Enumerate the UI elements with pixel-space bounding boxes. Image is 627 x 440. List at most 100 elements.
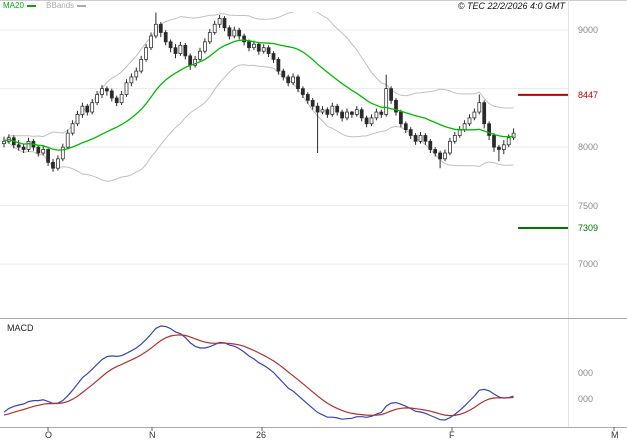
candle-body — [227, 27, 232, 37]
candle-body — [144, 47, 148, 60]
candle-body — [188, 55, 193, 66]
candle-body — [193, 59, 197, 66]
candle-body — [237, 29, 242, 37]
candle-body — [296, 76, 300, 90]
candle-body — [232, 29, 237, 37]
candle-body — [438, 152, 442, 160]
candle-body — [41, 149, 46, 154]
candle-body — [95, 94, 99, 104]
candle-body — [149, 35, 153, 49]
candle-body — [301, 88, 305, 95]
candle-body — [462, 123, 467, 130]
candle-body — [114, 97, 119, 104]
candle-body — [472, 111, 477, 119]
candle-body — [330, 105, 335, 115]
candle-body — [315, 105, 320, 113]
candle-body — [129, 76, 134, 84]
candle-body — [506, 137, 511, 146]
candle-body — [305, 94, 310, 101]
candle-body — [443, 152, 447, 160]
candle-body — [154, 23, 158, 37]
candle-body — [247, 41, 251, 49]
candle-body — [56, 158, 60, 169]
candle-body — [325, 109, 330, 115]
candle-body — [369, 117, 374, 125]
candle-body — [487, 123, 491, 136]
candle-body — [90, 102, 95, 113]
candle-body — [203, 41, 207, 52]
candle-body — [354, 109, 359, 115]
candle-body — [60, 146, 65, 160]
candle-body — [173, 47, 178, 54]
candle-body — [384, 88, 389, 115]
candle-body — [109, 90, 114, 99]
candle-body — [492, 135, 496, 148]
candle-body — [364, 117, 369, 125]
candle-body — [85, 105, 90, 113]
macd-plot — [3, 325, 514, 421]
candle-body — [389, 88, 393, 101]
candle-body — [75, 114, 80, 125]
candle-body — [310, 99, 315, 107]
candle-body — [252, 43, 256, 49]
candle-body — [207, 32, 212, 43]
candle-body — [320, 109, 325, 113]
candle-body — [291, 76, 295, 84]
candle-body — [119, 94, 124, 104]
candle-body — [21, 146, 26, 150]
candle-body — [271, 53, 276, 60]
candle-body — [408, 129, 413, 136]
macd-signal-line — [3, 334, 514, 417]
candle-body — [178, 44, 183, 54]
candle-body — [158, 23, 163, 33]
candle-body — [345, 111, 349, 119]
candle-body — [139, 59, 144, 72]
candle-body — [134, 70, 139, 78]
candle-body — [340, 111, 344, 119]
candle-body — [394, 99, 398, 113]
candle-body — [482, 102, 487, 125]
candle-body — [16, 144, 21, 148]
candle-body — [276, 59, 281, 72]
candle-body — [511, 132, 516, 139]
candle-body — [198, 50, 202, 60]
candle-body — [403, 123, 408, 130]
candle-body — [281, 70, 286, 78]
macd-line — [3, 325, 514, 421]
candle-body — [350, 111, 354, 115]
candle-body — [163, 32, 168, 43]
candle-body — [242, 35, 246, 43]
candle-body — [2, 140, 6, 145]
candle-body — [413, 135, 418, 142]
candle-body — [261, 47, 266, 52]
candle-body — [65, 132, 70, 148]
price-plot — [2, 12, 516, 182]
bollinger-upper-line — [3, 12, 514, 142]
candle-body — [379, 111, 384, 115]
candle-body — [266, 47, 271, 54]
candle-body — [457, 129, 462, 136]
candle-body — [286, 76, 291, 84]
candle-body — [477, 102, 482, 113]
candle-body — [80, 105, 85, 115]
candle-body — [433, 149, 438, 154]
candle-body — [51, 161, 55, 169]
candle-body — [217, 18, 222, 25]
candle-body — [168, 41, 173, 49]
candle-body — [448, 140, 452, 154]
candle-body — [105, 88, 109, 92]
candle-body — [335, 105, 340, 113]
candle-body — [399, 111, 403, 125]
candle-body — [26, 140, 31, 150]
candle-body — [428, 140, 433, 150]
candle-body — [100, 88, 104, 95]
candle-body — [467, 117, 472, 125]
ma20-line — [3, 39, 514, 151]
candle-body — [256, 43, 261, 52]
candle-body — [36, 146, 41, 154]
candle-body — [359, 109, 364, 119]
candle-body — [418, 135, 423, 142]
candle-body — [222, 18, 227, 29]
candle-body — [212, 23, 217, 33]
